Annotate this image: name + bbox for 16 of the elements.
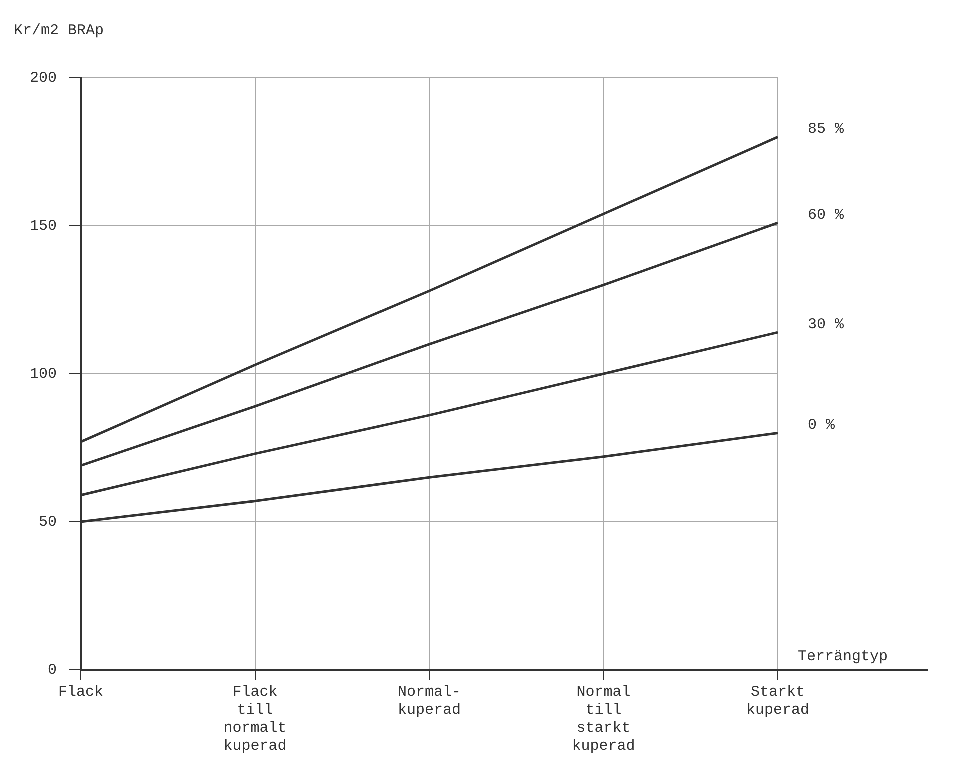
x-tick-label: Flack till normalt kuperad: [224, 684, 287, 755]
y-tick-label: 50: [38, 514, 58, 531]
text: 30 %: [808, 316, 846, 334]
x-tick-label: Normal-kuperad: [398, 684, 462, 719]
y-axis-title: Kr/m2 BRAp: [14, 22, 104, 40]
x-tick-label: Starkt kuperad: [746, 684, 810, 719]
y-tick-label: 200: [30, 70, 58, 87]
text: 60 %: [808, 207, 846, 224]
text: 85 %: [808, 121, 846, 138]
text: 0 %: [808, 417, 836, 434]
x-axis-title: Terrängtyp: [798, 648, 888, 666]
x-tick-label: Flack: [58, 684, 104, 701]
y-tick-label: 100: [30, 366, 58, 383]
y-tick-label: 0: [48, 662, 58, 679]
y-tick-label: 150: [30, 218, 58, 235]
x-tick-label: Normal till starkt kuperad: [572, 684, 636, 755]
